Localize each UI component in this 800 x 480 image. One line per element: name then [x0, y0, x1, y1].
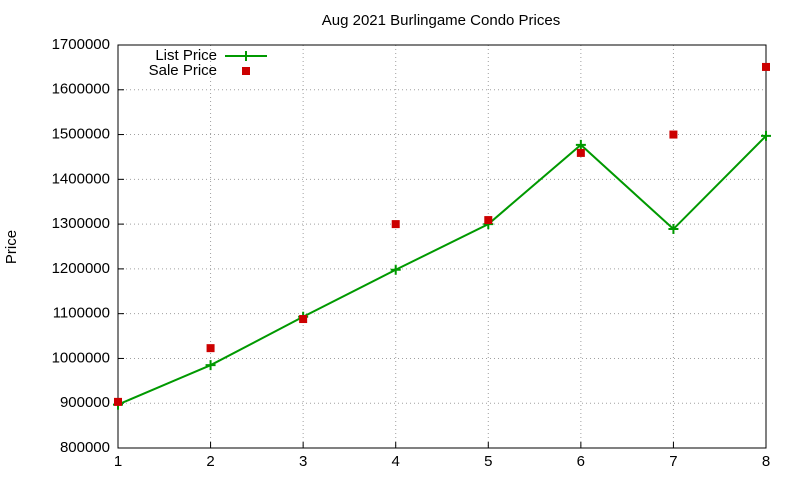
x-tick-label: 1 [114, 453, 122, 470]
x-tick-label: 6 [577, 453, 585, 470]
data-point [114, 397, 122, 406]
data-point [762, 62, 770, 71]
x-tick-label: 5 [484, 453, 492, 470]
series-line [117, 135, 767, 406]
y-tick-label: 1000000 [52, 349, 110, 366]
chart-title: Aug 2021 Burlingame Condo Prices [322, 12, 560, 29]
data-point [575, 139, 586, 150]
data-point [391, 220, 400, 229]
y-axis-label: Price [3, 230, 20, 264]
x-tick-label: 3 [299, 453, 307, 470]
data-point [205, 360, 216, 371]
y-tick-label: 1500000 [52, 126, 110, 143]
data-point [299, 315, 308, 324]
x-tick-label: 8 [762, 453, 770, 470]
data-point [668, 224, 679, 235]
data-point [206, 344, 215, 353]
legend-marker [242, 67, 250, 75]
legend-marker [241, 51, 251, 61]
y-tick-label: 1700000 [52, 36, 110, 53]
x-tick-label: 4 [392, 453, 400, 470]
y-tick-label: 900000 [60, 394, 110, 411]
y-tick-label: 1100000 [53, 305, 110, 322]
y-tick-label: 1600000 [52, 81, 110, 98]
y-tick-label: 1200000 [52, 260, 110, 277]
data-point [761, 130, 771, 141]
plot-border [117, 44, 767, 449]
y-tick-label: 1300000 [52, 215, 110, 232]
x-tick-label: 7 [669, 453, 677, 470]
y-tick-label: 1400000 [52, 170, 110, 187]
x-tick-label: 2 [206, 453, 214, 470]
data-point [390, 264, 401, 275]
data-point [669, 130, 678, 139]
y-tick-label: 800000 [60, 439, 110, 456]
legend-label: Sale Price [149, 62, 217, 79]
data-point [576, 148, 585, 157]
data-point [484, 216, 493, 225]
legend-label: List Price [155, 47, 217, 64]
